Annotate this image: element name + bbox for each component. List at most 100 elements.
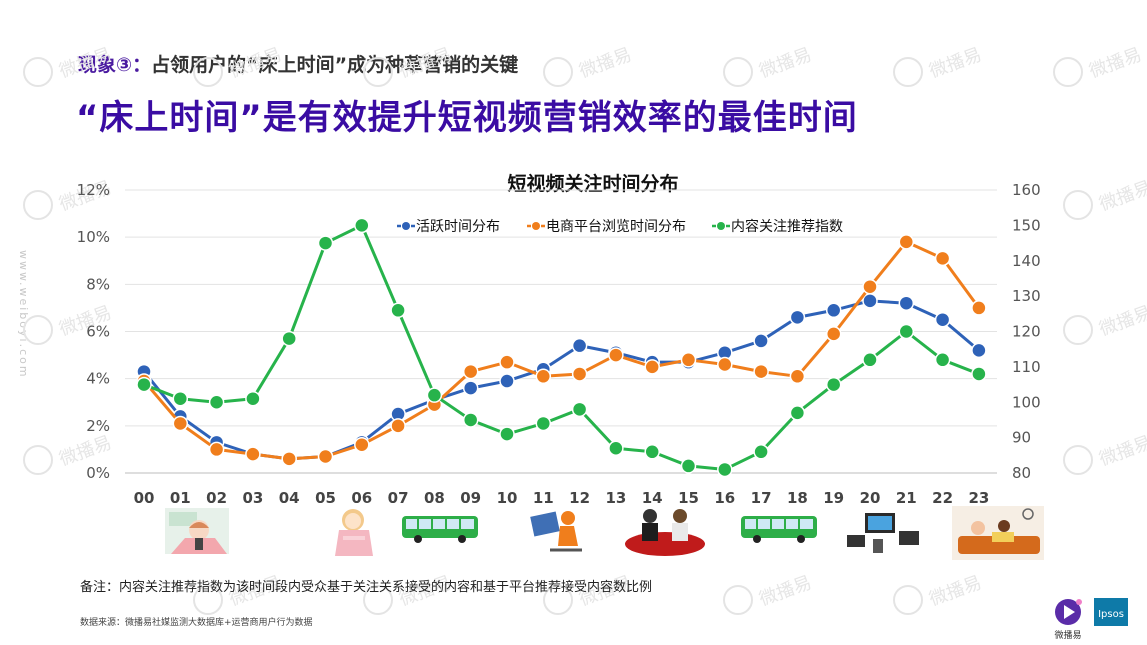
data-point bbox=[789, 405, 806, 421]
data-point bbox=[535, 368, 552, 385]
y-right-tick-label: 150 bbox=[1012, 216, 1041, 234]
side-url-watermark: www.weiboyi.com bbox=[17, 250, 30, 379]
data-point bbox=[753, 333, 769, 349]
y-left-tick-label: 2% bbox=[86, 417, 110, 435]
data-point bbox=[825, 376, 842, 393]
data-source: 数据来源：微播易社媒监测大数据库+运营商用户行为数据 bbox=[80, 618, 313, 628]
data-point bbox=[172, 415, 189, 432]
phenomenon-subtitle: 现象③：占领用户的“床上时间”成为种草营销的关键 bbox=[78, 50, 518, 77]
data-point bbox=[934, 250, 951, 267]
multiple-devices-picture bbox=[847, 513, 919, 553]
data-point bbox=[571, 337, 588, 354]
x-tick-label: 17 bbox=[751, 489, 772, 507]
data-point bbox=[717, 356, 733, 373]
data-point bbox=[245, 390, 261, 407]
data-point bbox=[499, 426, 515, 442]
watermark-logo-icon bbox=[23, 190, 53, 220]
x-tick-label: 08 bbox=[424, 489, 445, 507]
data-point bbox=[317, 448, 334, 465]
x-tick-label: 20 bbox=[860, 489, 881, 507]
y-axis-left: 0% 2% 4% 6% 8% 10% 12% bbox=[77, 181, 110, 482]
data-point bbox=[462, 380, 479, 396]
data-point bbox=[971, 342, 987, 359]
x-axis: 00 01 02 03 04 05 06 07 08 09 10 11 12 13 14 15 16 17 18 19… bbox=[134, 489, 990, 507]
x-tick-label: 10 bbox=[497, 489, 518, 507]
watermark-text: 微播易 bbox=[757, 44, 815, 82]
watermark-logo-icon bbox=[1063, 445, 1093, 475]
watermark-text: 微播易 bbox=[1097, 302, 1147, 340]
bus-picture-morning bbox=[402, 516, 478, 543]
phenomenon-text: 占领用户的“床上时间”成为种草营销的关键 bbox=[151, 54, 519, 76]
y-right-tick-label: 160 bbox=[1012, 181, 1041, 199]
data-point bbox=[789, 309, 806, 326]
y-right-tick-label: 120 bbox=[1012, 323, 1041, 341]
x-tick-label: 06 bbox=[351, 489, 372, 507]
watermark-logo-icon bbox=[23, 315, 53, 345]
data-point bbox=[354, 217, 370, 234]
data-point bbox=[390, 302, 406, 319]
data-point bbox=[136, 376, 152, 393]
x-tick-label: 00 bbox=[134, 489, 155, 507]
data-point bbox=[281, 451, 297, 467]
x-tick-label: 22 bbox=[932, 489, 953, 507]
x-tick-label: 18 bbox=[787, 489, 808, 507]
data-point bbox=[208, 441, 225, 458]
x-tick-label: 16 bbox=[714, 489, 735, 507]
data-point bbox=[499, 354, 515, 370]
footnote: 备注：内容关注推荐指数为该时间段内受众基于关注关系接受的内容和基于平台推荐接受内… bbox=[80, 580, 653, 595]
legend-label: 电商平台浏览时间分布 bbox=[546, 219, 686, 235]
legend-label: 活跃时间分布 bbox=[416, 219, 500, 235]
data-point bbox=[644, 359, 660, 375]
data-point bbox=[354, 436, 370, 453]
ipsos-logo-icon bbox=[1094, 598, 1128, 626]
watermark-logo-icon bbox=[1063, 315, 1093, 345]
data-point bbox=[281, 330, 297, 347]
y-right-tick-label: 100 bbox=[1012, 393, 1041, 411]
watermark-text: 微播易 bbox=[57, 44, 115, 82]
watermark-text: 微播易 bbox=[227, 44, 285, 82]
series-2 bbox=[136, 234, 987, 467]
data-point bbox=[934, 352, 951, 368]
data-point bbox=[862, 352, 878, 368]
evening-relaxing-picture bbox=[952, 506, 1044, 560]
x-tick-label: 23 bbox=[968, 489, 989, 507]
watermark-text: 微播易 bbox=[397, 44, 455, 82]
y-left-tick-label: 0% bbox=[86, 464, 110, 482]
watermark-logo-icon bbox=[193, 585, 223, 615]
data-point bbox=[680, 458, 697, 474]
data-point bbox=[898, 295, 915, 311]
data-point bbox=[753, 444, 769, 460]
x-tick-label: 11 bbox=[533, 489, 554, 507]
data-point bbox=[172, 390, 189, 407]
data-point bbox=[462, 412, 479, 428]
x-tick-label: 21 bbox=[896, 489, 917, 507]
data-point bbox=[898, 234, 915, 250]
sleeping-child-picture bbox=[335, 509, 373, 556]
data-point bbox=[898, 323, 915, 340]
y-axis-right: 80 90 100 110 120 130 140 150 160 bbox=[1012, 181, 1041, 482]
watermark-text: 微播易 bbox=[927, 44, 985, 82]
y-left-tick-label: 8% bbox=[86, 275, 110, 293]
grid-lines bbox=[125, 189, 997, 474]
series-line bbox=[142, 299, 980, 461]
data-point bbox=[426, 387, 443, 403]
data-point bbox=[825, 326, 842, 342]
watermark-logo-icon bbox=[193, 57, 223, 87]
x-tick-label: 19 bbox=[823, 489, 844, 507]
data-point bbox=[571, 366, 588, 382]
data-point bbox=[934, 311, 951, 328]
data-point bbox=[462, 363, 479, 380]
data-point bbox=[753, 363, 769, 380]
data-point bbox=[644, 444, 660, 460]
watermark-logo-icon bbox=[893, 57, 923, 87]
data-point bbox=[717, 461, 733, 478]
data-point bbox=[971, 366, 987, 382]
headline: “床上时间”是有效提升短视频营销效率的最佳时间 bbox=[76, 98, 858, 138]
business-meeting-picture bbox=[625, 509, 705, 556]
watermark-logo-icon bbox=[893, 585, 923, 615]
x-tick-label: 13 bbox=[605, 489, 626, 507]
data-point bbox=[571, 401, 588, 418]
x-tick-label: 07 bbox=[388, 489, 409, 507]
watermark-text: 微播易 bbox=[1087, 44, 1145, 82]
